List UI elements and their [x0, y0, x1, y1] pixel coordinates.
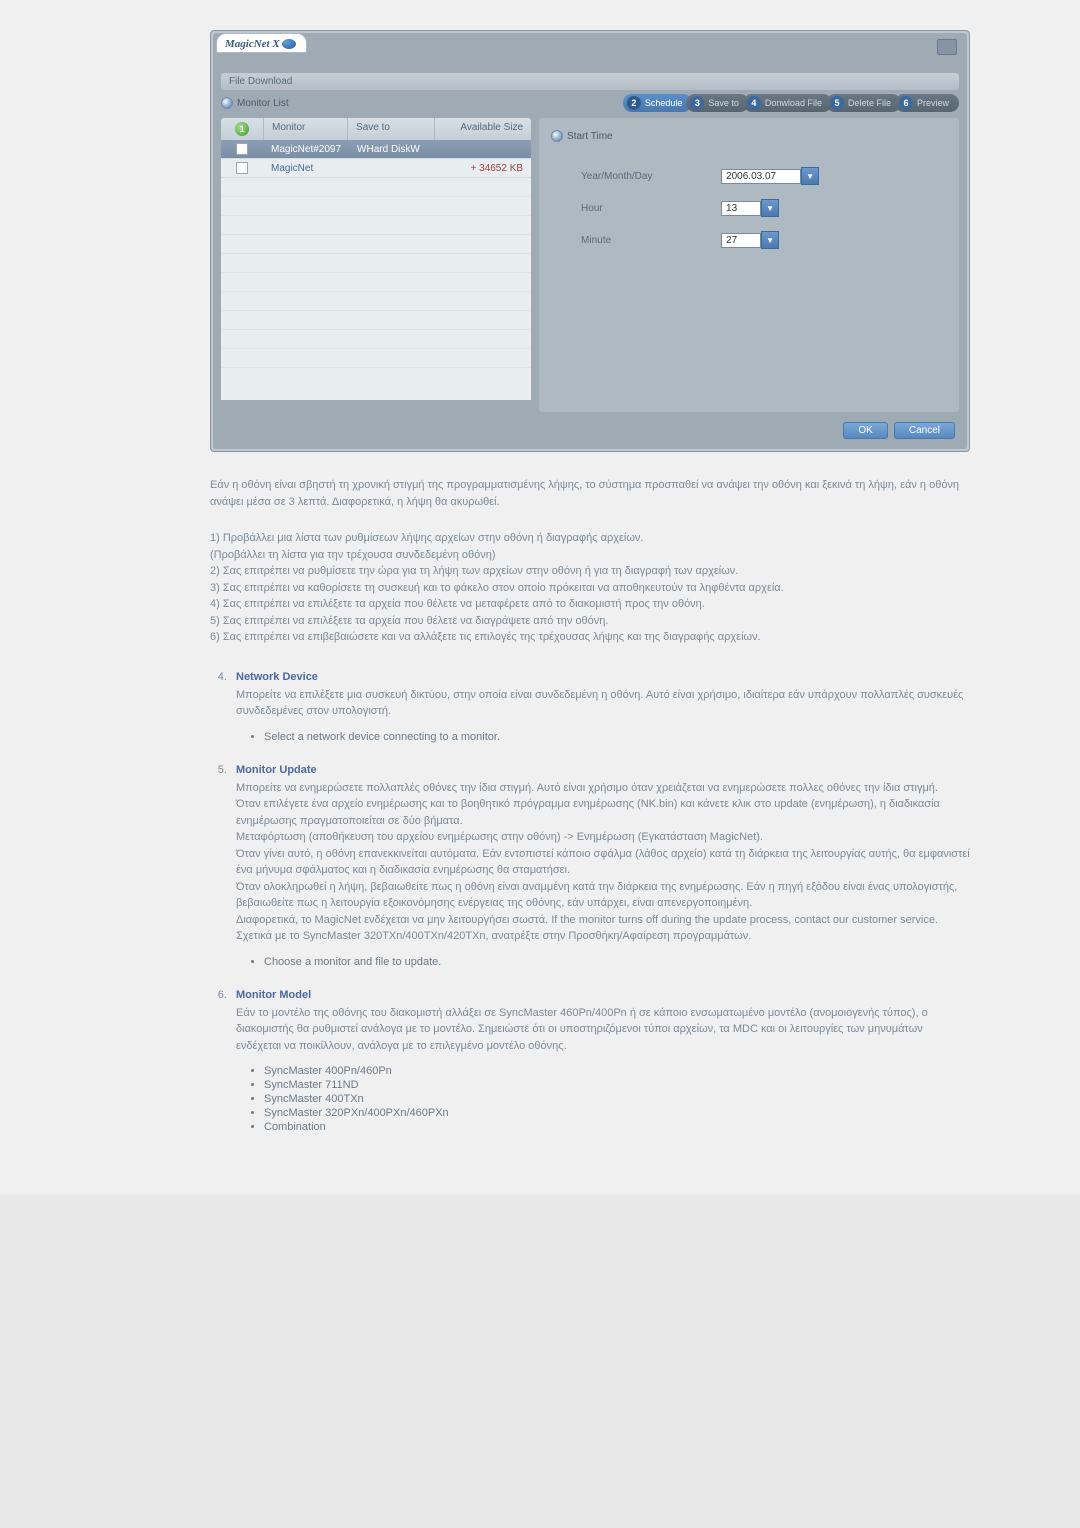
ymd-input[interactable]: 2006.03.07: [721, 169, 801, 184]
step1-icon: 1: [235, 122, 249, 136]
radio-icon: [551, 130, 563, 142]
list-item: Combination: [264, 1120, 970, 1134]
list-item: SyncMaster 400Pn/460Pn: [264, 1064, 970, 1078]
cancel-button[interactable]: Cancel: [894, 422, 955, 439]
col-saveto[interactable]: Save to: [348, 118, 435, 140]
file-download-window: MagicNet X File Download Monitor List 2S…: [210, 30, 970, 452]
explanation-list: 1) Προβάλλει μια λίστα των ρυθμίσεων λήψ…: [210, 530, 970, 646]
hour-label: Hour: [581, 203, 721, 214]
minimize-icon[interactable]: [937, 39, 957, 55]
step-delete[interactable]: 5Delete File: [826, 94, 901, 112]
section-monitor-model: Monitor Model Εάν το μοντέλο της οθόνης …: [230, 989, 970, 1135]
wizard-steps: 2Schedule 3Save to 4Donwload File 5Delet…: [629, 94, 959, 112]
step-preview[interactable]: 6Preview: [895, 94, 959, 112]
chevron-down-icon[interactable]: ▼: [801, 167, 819, 185]
col-monitor[interactable]: Monitor: [264, 118, 348, 140]
list-item: Select a network device connecting to a …: [264, 730, 970, 744]
list-item: SyncMaster 400TXn: [264, 1092, 970, 1106]
col-size[interactable]: Available Size: [435, 118, 531, 140]
list-item: SyncMaster 320PXn/400PXn/460PXn: [264, 1106, 970, 1120]
step-schedule[interactable]: 2Schedule: [623, 94, 693, 112]
step-saveto[interactable]: 3Save to: [686, 94, 749, 112]
chevron-down-icon[interactable]: ▼: [761, 231, 779, 249]
magicnet-logo: MagicNet X: [216, 33, 307, 53]
hour-input[interactable]: 13: [721, 201, 761, 216]
minute-label: Minute: [581, 235, 721, 246]
monitor-table: 1 Monitor Save to Available Size MagicNe…: [221, 118, 531, 412]
step-download[interactable]: 4Donwload File: [743, 94, 832, 112]
window-subtitle: File Download: [221, 73, 959, 90]
minute-input[interactable]: 27: [721, 233, 761, 248]
checkbox-icon[interactable]: [236, 162, 248, 174]
radio-icon: [221, 97, 233, 109]
list-item: Choose a monitor and file to update.: [264, 955, 970, 969]
start-time-panel: Start Time Year/Month/Day 2006.03.07 ▼ H…: [539, 118, 959, 412]
monitor-list-tab[interactable]: Monitor List: [221, 97, 289, 109]
table-row[interactable]: MagicNet + 34652 KB: [221, 159, 531, 178]
list-item: SyncMaster 711ND: [264, 1078, 970, 1092]
table-row[interactable]: MagicNet#2097 WHard DiskW: [221, 140, 531, 159]
note-paragraph: Εάν η οθόνη είναι σβηστή τη χρονική στιγ…: [210, 477, 970, 510]
start-time-label: Start Time: [567, 131, 613, 142]
section-network-device: Network Device Μπορείτε να επιλέξετε μια…: [230, 671, 970, 744]
chevron-down-icon[interactable]: ▼: [761, 199, 779, 217]
section-monitor-update: Monitor Update Μπορείτε να ενημερώσετε π…: [230, 764, 970, 969]
ymd-label: Year/Month/Day: [581, 171, 721, 182]
checkbox-icon[interactable]: [236, 143, 248, 155]
ok-button[interactable]: OK: [843, 422, 887, 439]
